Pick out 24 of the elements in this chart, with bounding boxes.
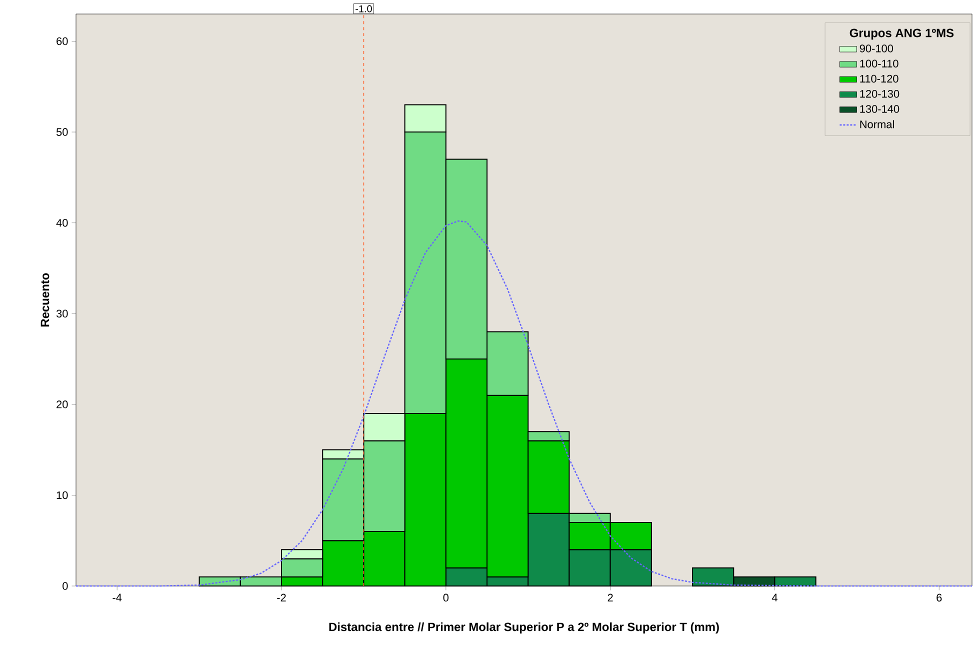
x-axis-title: Distancia entre // Primer Molar Superior P a 2º Molar Superior T (mm) bbox=[329, 622, 719, 634]
x-tick-label: 6 bbox=[936, 594, 942, 602]
x-tick-label: 4 bbox=[772, 594, 778, 602]
x-tick-label: -2 bbox=[277, 594, 286, 602]
legend-label: 130-140 bbox=[860, 105, 900, 113]
y-tick-label: 20 bbox=[56, 400, 68, 408]
y-tick-label: 10 bbox=[56, 491, 68, 500]
legend-label: Normal bbox=[860, 120, 894, 128]
y-tick-label: 50 bbox=[56, 128, 68, 136]
legend-label: 120-130 bbox=[860, 90, 900, 98]
y-axis-title: Recuento bbox=[40, 273, 50, 326]
legend-label: 110-120 bbox=[860, 74, 898, 83]
y-tick-label: 0 bbox=[62, 582, 68, 590]
ref-line-label: -1.0 bbox=[356, 5, 372, 12]
x-tick-label: -4 bbox=[112, 594, 122, 602]
y-tick-label: 60 bbox=[56, 37, 68, 46]
legend-label: 90-100 bbox=[860, 44, 894, 52]
legend-label: 100-110 bbox=[860, 60, 898, 68]
line-series bbox=[75, 220, 973, 587]
legend-title: Grupos ANG 1ºMS bbox=[850, 28, 954, 40]
x-tick-label: 0 bbox=[443, 594, 449, 602]
y-tick-label: 30 bbox=[56, 310, 68, 318]
y-tick-label: 40 bbox=[56, 218, 68, 227]
x-tick-label: 2 bbox=[608, 594, 613, 602]
